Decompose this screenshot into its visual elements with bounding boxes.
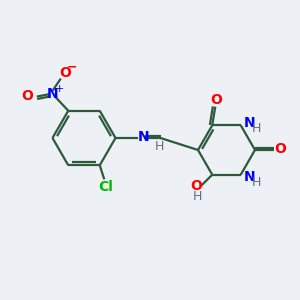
Text: O: O <box>59 66 71 80</box>
Text: +: + <box>55 84 64 94</box>
Text: H: H <box>252 176 261 189</box>
Text: −: − <box>67 61 77 74</box>
Text: Cl: Cl <box>98 180 113 194</box>
Text: N: N <box>137 130 149 144</box>
Text: O: O <box>190 179 202 193</box>
Text: N: N <box>243 116 255 130</box>
Text: O: O <box>274 142 286 156</box>
Text: O: O <box>210 93 222 107</box>
Text: H: H <box>155 140 165 153</box>
Text: N: N <box>47 87 58 101</box>
Text: N: N <box>243 170 255 184</box>
Text: H: H <box>252 122 261 135</box>
Text: O: O <box>21 89 33 103</box>
Text: H: H <box>193 190 203 203</box>
